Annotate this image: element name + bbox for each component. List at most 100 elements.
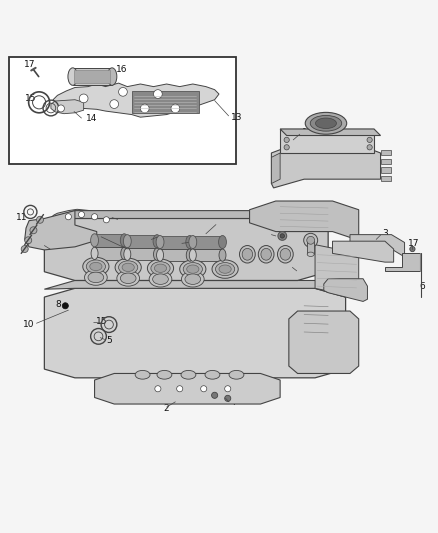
Text: 12: 12	[120, 216, 131, 225]
Circle shape	[25, 237, 32, 244]
Ellipse shape	[205, 370, 220, 379]
Bar	[381, 167, 392, 173]
Ellipse shape	[280, 248, 290, 260]
Circle shape	[367, 138, 372, 142]
Ellipse shape	[121, 247, 128, 260]
Bar	[307, 241, 314, 254]
Ellipse shape	[115, 258, 141, 277]
Polygon shape	[95, 374, 280, 404]
Ellipse shape	[156, 249, 163, 261]
Polygon shape	[50, 209, 119, 229]
Circle shape	[65, 214, 71, 220]
Polygon shape	[315, 245, 359, 297]
Circle shape	[177, 386, 183, 392]
Ellipse shape	[156, 236, 164, 248]
Polygon shape	[272, 147, 381, 188]
Text: 8: 8	[55, 300, 61, 309]
Text: 17: 17	[408, 239, 420, 248]
Ellipse shape	[120, 273, 136, 284]
Ellipse shape	[186, 249, 193, 261]
Bar	[193, 249, 223, 261]
Ellipse shape	[181, 370, 196, 379]
Ellipse shape	[180, 260, 206, 278]
Text: 3: 3	[383, 229, 389, 238]
Bar	[381, 159, 392, 164]
Circle shape	[278, 231, 287, 240]
Text: 17: 17	[52, 244, 64, 253]
Circle shape	[280, 234, 285, 238]
Polygon shape	[44, 219, 328, 280]
Ellipse shape	[83, 257, 109, 276]
Circle shape	[79, 94, 88, 103]
Ellipse shape	[122, 263, 134, 271]
Ellipse shape	[157, 370, 172, 379]
Polygon shape	[53, 83, 219, 117]
Text: 16: 16	[218, 219, 229, 228]
Circle shape	[110, 100, 119, 108]
Circle shape	[171, 104, 180, 113]
Text: 15: 15	[25, 94, 36, 103]
Polygon shape	[332, 241, 394, 262]
Circle shape	[119, 87, 127, 96]
Circle shape	[212, 392, 218, 398]
Circle shape	[92, 214, 98, 220]
Ellipse shape	[219, 236, 226, 248]
Ellipse shape	[120, 234, 128, 247]
Ellipse shape	[153, 248, 160, 261]
Circle shape	[21, 246, 28, 253]
Polygon shape	[44, 280, 346, 297]
Polygon shape	[44, 288, 346, 378]
Circle shape	[201, 386, 207, 392]
Text: 5: 5	[106, 336, 112, 345]
Text: 17: 17	[158, 231, 170, 240]
Bar	[193, 236, 223, 248]
Bar	[10, 57, 237, 164]
Bar	[95, 234, 124, 247]
Bar	[132, 91, 199, 113]
Bar	[381, 176, 392, 181]
Circle shape	[36, 216, 43, 223]
Circle shape	[153, 90, 162, 99]
Polygon shape	[272, 153, 280, 183]
Ellipse shape	[151, 262, 170, 275]
Ellipse shape	[152, 274, 168, 285]
Polygon shape	[385, 253, 420, 271]
Ellipse shape	[186, 236, 194, 248]
Polygon shape	[350, 235, 405, 257]
Text: 6: 6	[420, 281, 426, 290]
Circle shape	[307, 236, 314, 244]
Ellipse shape	[91, 234, 99, 247]
Ellipse shape	[153, 235, 161, 248]
Circle shape	[284, 144, 289, 150]
Circle shape	[225, 386, 231, 392]
Text: 15: 15	[96, 317, 107, 326]
Ellipse shape	[149, 271, 172, 287]
Circle shape	[62, 303, 68, 309]
Text: 1: 1	[302, 127, 308, 136]
Bar	[381, 150, 392, 155]
Bar	[160, 236, 190, 248]
Text: 4: 4	[278, 230, 283, 239]
Circle shape	[155, 386, 161, 392]
Polygon shape	[280, 129, 374, 153]
Circle shape	[304, 233, 318, 247]
Ellipse shape	[307, 252, 314, 256]
Ellipse shape	[189, 249, 196, 261]
Text: 11: 11	[15, 213, 27, 222]
Text: 14: 14	[130, 244, 141, 253]
Ellipse shape	[185, 274, 201, 285]
Ellipse shape	[154, 264, 166, 272]
Text: 9: 9	[191, 237, 196, 246]
Text: 17: 17	[24, 60, 35, 69]
Ellipse shape	[229, 370, 244, 379]
Polygon shape	[25, 211, 97, 250]
Ellipse shape	[242, 248, 253, 260]
Text: 2: 2	[163, 404, 169, 413]
Ellipse shape	[91, 247, 98, 260]
Text: 7: 7	[231, 398, 237, 407]
Polygon shape	[324, 279, 367, 302]
Ellipse shape	[68, 68, 78, 85]
Ellipse shape	[187, 265, 199, 273]
Ellipse shape	[135, 370, 150, 379]
Polygon shape	[280, 129, 381, 135]
